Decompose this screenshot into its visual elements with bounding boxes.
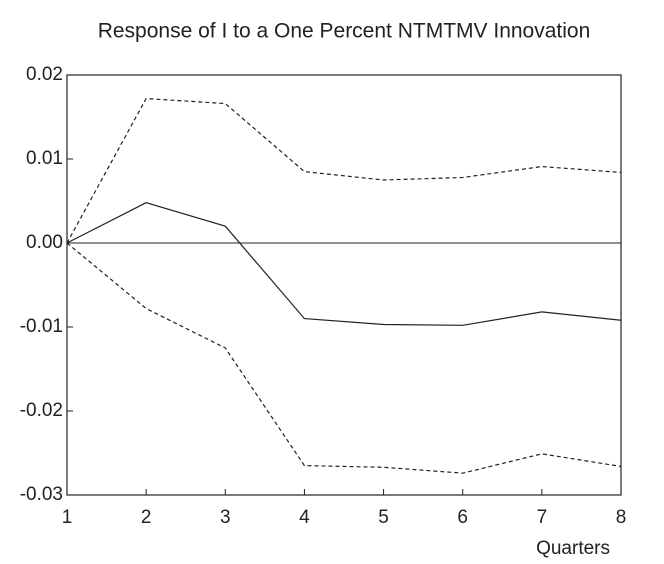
x-axis-label: Quarters — [536, 538, 610, 559]
plot-frame — [66, 74, 622, 496]
y-tick-label: 0.00 — [26, 232, 63, 253]
y-tick-label: -0.03 — [20, 484, 63, 505]
y-tick-label: 0.02 — [26, 64, 63, 85]
chart-title: Response of I to a One Percent NTMTMV In… — [98, 20, 591, 43]
series-line — [66, 97, 622, 244]
x-tick-label: 6 — [457, 507, 468, 528]
y-tick-label: 0.01 — [26, 148, 63, 169]
x-tick-label: 4 — [299, 507, 310, 528]
x-tick-label: 5 — [378, 507, 389, 528]
x-tick-label: 1 — [62, 507, 73, 528]
x-tick-label: 3 — [220, 507, 231, 528]
series-line — [66, 242, 622, 474]
series-line — [66, 202, 622, 326]
x-tick-label: 2 — [141, 507, 152, 528]
x-tick-label: 8 — [616, 507, 627, 528]
x-tick-label: 7 — [537, 507, 548, 528]
y-tick-label: -0.01 — [20, 316, 63, 337]
y-tick-label: -0.02 — [20, 400, 63, 421]
